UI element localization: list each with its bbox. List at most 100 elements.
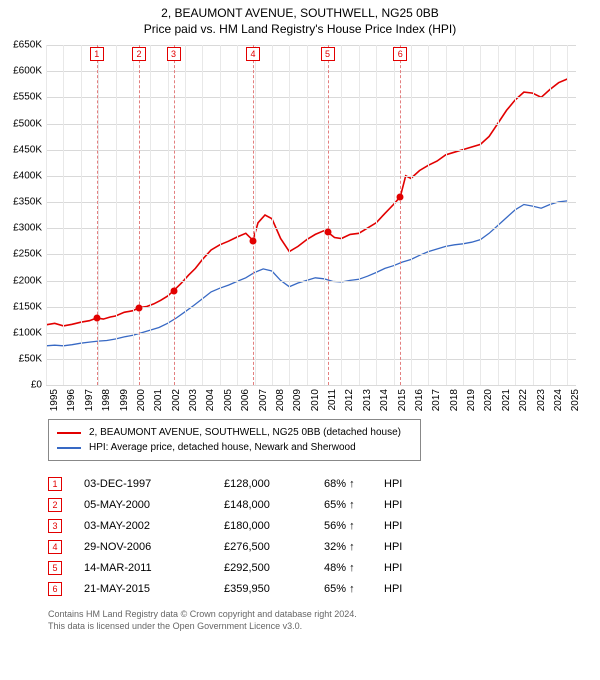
x-tick-label: 2020 (483, 389, 494, 411)
sales-row: 205-MAY-2000£148,00065% ↑HPI (48, 494, 588, 515)
y-gridline (46, 71, 576, 72)
event-marker-box: 1 (90, 47, 104, 61)
x-gridline (446, 45, 447, 385)
x-tick-label: 2000 (136, 389, 147, 411)
y-gridline (46, 97, 576, 98)
y-gridline (46, 359, 576, 360)
x-gridline (411, 45, 412, 385)
x-gridline (116, 45, 117, 385)
sales-date: 14-MAR-2011 (84, 562, 224, 574)
x-tick-label: 2002 (171, 389, 182, 411)
sales-idx-box: 4 (48, 540, 62, 554)
sale-dot (397, 193, 404, 200)
sale-dot (93, 315, 100, 322)
x-gridline (133, 45, 134, 385)
legend-label: HPI: Average price, detached house, Newa… (89, 440, 356, 455)
sale-dot (249, 237, 256, 244)
sales-date: 21-MAY-2015 (84, 583, 224, 595)
x-gridline (237, 45, 238, 385)
x-gridline (567, 45, 568, 385)
x-gridline (98, 45, 99, 385)
x-tick-label: 2015 (397, 389, 408, 411)
title-subtitle: Price paid vs. HM Land Registry's House … (12, 22, 588, 38)
y-tick-label: £100K (13, 327, 42, 338)
event-marker-box: 3 (167, 47, 181, 61)
figure-container: 2, BEAUMONT AVENUE, SOUTHWELL, NG25 0BB … (0, 0, 600, 680)
sales-date: 05-MAY-2000 (84, 499, 224, 511)
y-gridline (46, 150, 576, 151)
y-tick-label: £550K (13, 92, 42, 103)
x-gridline (150, 45, 151, 385)
sales-row: 514-MAR-2011£292,50048% ↑HPI (48, 557, 588, 578)
x-gridline (376, 45, 377, 385)
y-gridline (46, 281, 576, 282)
y-tick-label: £600K (13, 66, 42, 77)
chart-svg (46, 45, 576, 385)
y-tick-label: £450K (13, 144, 42, 155)
x-tick-label: 1997 (84, 389, 95, 411)
sales-price: £359,950 (224, 583, 324, 595)
x-tick-label: 2017 (431, 389, 442, 411)
x-gridline (255, 45, 256, 385)
sales-note: HPI (384, 478, 402, 490)
x-tick-label: 2010 (310, 389, 321, 411)
chart-area: 123456 £0£50K£100K£150K£200K£250K£300K£3… (46, 45, 576, 405)
x-gridline (289, 45, 290, 385)
x-tick-label: 2012 (344, 389, 355, 411)
y-tick-label: £150K (13, 301, 42, 312)
legend-row: HPI: Average price, detached house, Newa… (57, 440, 412, 455)
y-gridline (46, 228, 576, 229)
y-gridline (46, 176, 576, 177)
y-tick-label: £200K (13, 275, 42, 286)
event-marker-box: 4 (246, 47, 260, 61)
x-tick-label: 2001 (153, 389, 164, 411)
event-marker-box: 5 (321, 47, 335, 61)
x-gridline (46, 45, 47, 385)
x-tick-label: 2025 (570, 389, 581, 411)
x-tick-label: 2022 (518, 389, 529, 411)
x-gridline (480, 45, 481, 385)
attribution-line2: This data is licensed under the Open Gov… (48, 621, 588, 633)
x-gridline (428, 45, 429, 385)
x-tick-label: 2003 (188, 389, 199, 411)
x-tick-label: 2009 (292, 389, 303, 411)
y-gridline (46, 124, 576, 125)
legend-label: 2, BEAUMONT AVENUE, SOUTHWELL, NG25 0BB … (89, 425, 401, 440)
y-gridline (46, 202, 576, 203)
x-gridline (533, 45, 534, 385)
x-tick-label: 1995 (49, 389, 60, 411)
sales-pct: 48% ↑ (324, 562, 384, 574)
sales-note: HPI (384, 583, 402, 595)
x-tick-label: 2023 (536, 389, 547, 411)
x-gridline (307, 45, 308, 385)
sales-date: 29-NOV-2006 (84, 541, 224, 553)
x-gridline (168, 45, 169, 385)
sales-row: 621-MAY-2015£359,95065% ↑HPI (48, 578, 588, 599)
legend-swatch (57, 432, 81, 434)
x-gridline (498, 45, 499, 385)
y-tick-label: £400K (13, 170, 42, 181)
x-gridline (272, 45, 273, 385)
y-gridline (46, 307, 576, 308)
x-gridline (359, 45, 360, 385)
y-gridline (46, 254, 576, 255)
legend-swatch (57, 447, 81, 449)
x-gridline (81, 45, 82, 385)
sales-idx-box: 6 (48, 582, 62, 596)
x-gridline (202, 45, 203, 385)
x-tick-label: 2019 (466, 389, 477, 411)
x-tick-label: 2008 (275, 389, 286, 411)
sales-row: 429-NOV-2006£276,50032% ↑HPI (48, 536, 588, 557)
event-vline (139, 45, 140, 385)
x-gridline (63, 45, 64, 385)
x-tick-label: 2016 (414, 389, 425, 411)
attribution-line1: Contains HM Land Registry data © Crown c… (48, 609, 588, 621)
x-gridline (341, 45, 342, 385)
x-tick-label: 1996 (66, 389, 77, 411)
sales-table: 103-DEC-1997£128,00068% ↑HPI205-MAY-2000… (48, 473, 588, 599)
x-gridline (394, 45, 395, 385)
y-tick-label: £500K (13, 118, 42, 129)
y-tick-label: £50K (19, 354, 42, 365)
sales-price: £128,000 (224, 478, 324, 490)
y-tick-label: £0 (31, 380, 42, 391)
